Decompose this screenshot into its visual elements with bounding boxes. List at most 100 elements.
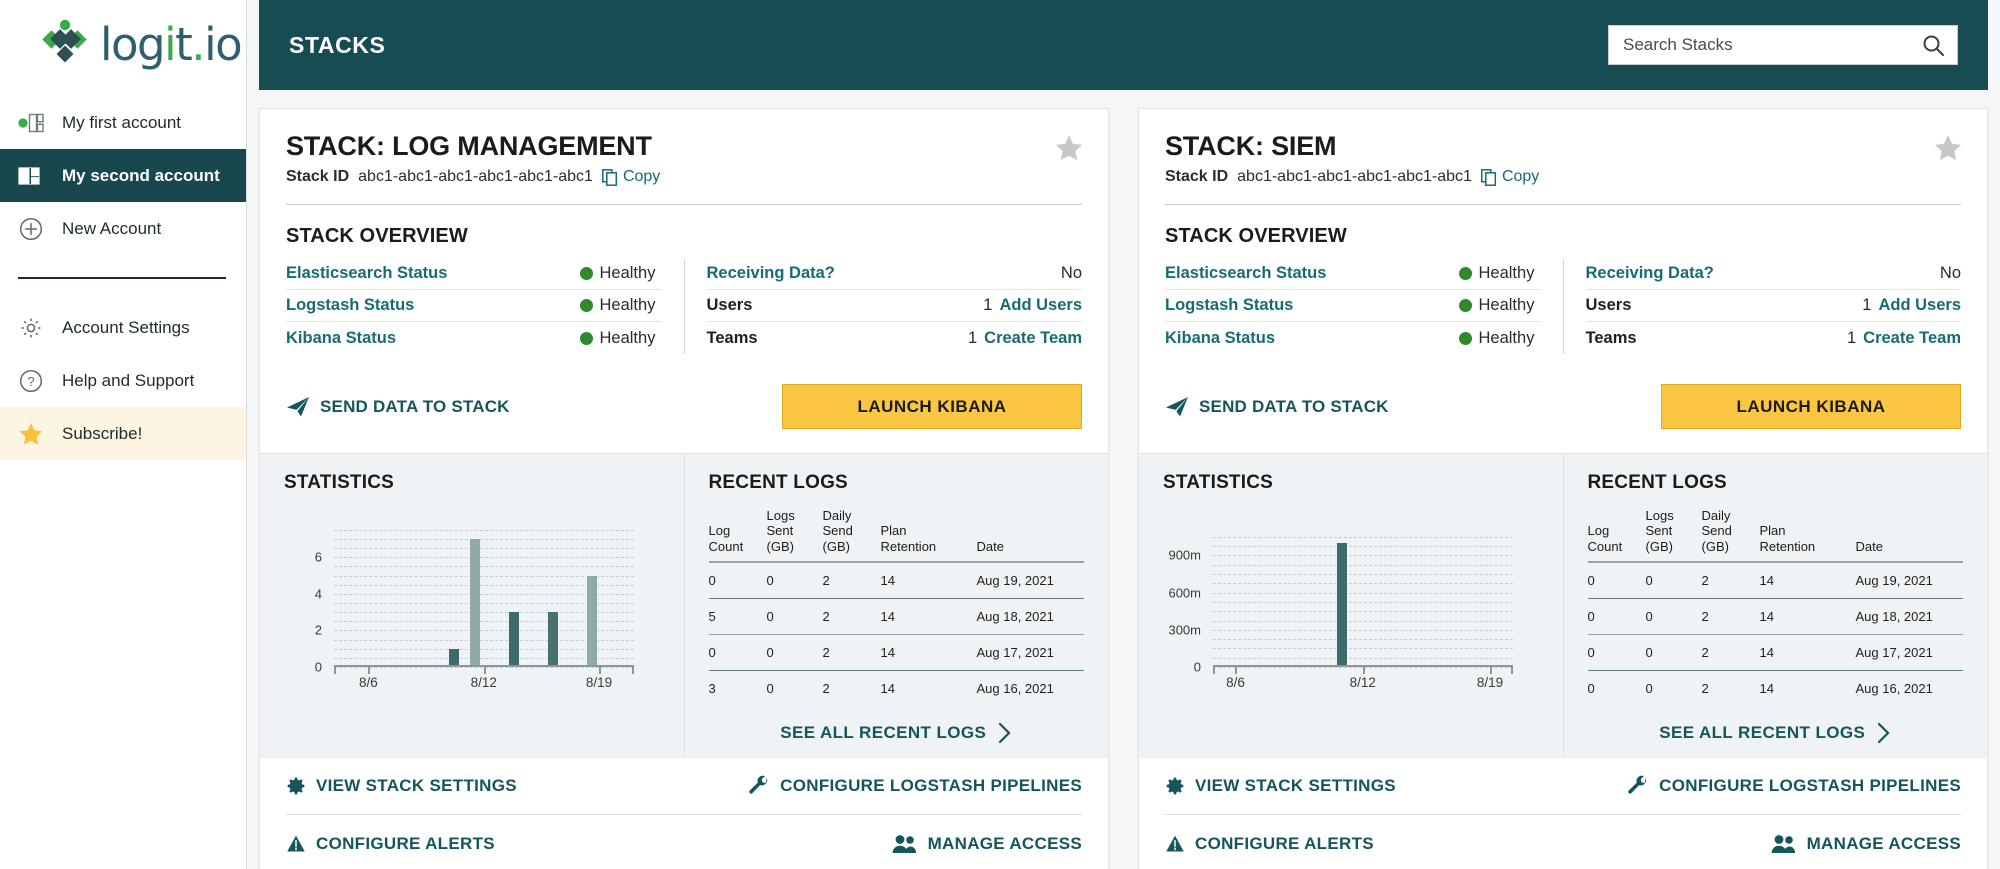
stack-card: STACK: SIEM Stack ID abc1-abc1-abc1-abc1… (1138, 108, 1988, 869)
favorite-star-button[interactable] (1933, 133, 1963, 163)
table-header-row: Log Count Logs Sent (GB) Daily Send (GB) Plan Ret… (708, 508, 1084, 563)
manage-access-link[interactable]: MANAGE ACCESS (1771, 834, 1961, 854)
sidebar-item-my-second-account[interactable]: My second account (0, 149, 246, 202)
sidebar-item-subscribe[interactable]: Subscribe! (0, 407, 246, 460)
brand-logo[interactable]: logit.io (0, 0, 246, 96)
chart-y-tick-label: 4 (314, 586, 322, 602)
configure-logstash-pipelines-link[interactable]: CONFIGURE LOGSTASH PIPELINES (1627, 775, 1961, 797)
card-divider (1165, 204, 1961, 206)
chart-gridline (1213, 536, 1513, 538)
status-dot-icon (1458, 267, 1472, 281)
table-cell-date: Aug 17, 2021 (1855, 634, 1963, 672)
favorite-star-button[interactable] (1054, 133, 1084, 163)
kibana-status-label: Kibana Status (1165, 328, 1276, 347)
overview-left-column: Elasticsearch Status Healthy Logstash St… (1165, 258, 1564, 355)
receiving-data-value: No (1060, 264, 1082, 283)
search-stacks-box[interactable] (1608, 25, 1958, 65)
add-users-link[interactable]: Add Users (1878, 296, 1961, 315)
chart-y-tick-label: 900m (1168, 547, 1201, 563)
chart-bar (587, 575, 598, 668)
users-icon (892, 834, 918, 854)
teams-value: 1 Create Team (968, 329, 1082, 348)
teams-label: Teams (1585, 328, 1637, 347)
account-icon (18, 110, 44, 136)
copy-stack-id-button[interactable]: Copy (602, 168, 660, 186)
table-cell-log-count: 3 (708, 681, 716, 697)
configure-logstash-pipelines-link[interactable]: CONFIGURE LOGSTASH PIPELINES (748, 775, 1082, 797)
chart-gridline (334, 648, 634, 650)
chart-gridlines (1213, 528, 1513, 669)
table-cell-retention: 14 (1759, 598, 1856, 636)
see-all-label: SEE ALL RECENT LOGS (780, 723, 987, 743)
chart-gridline (1213, 611, 1513, 613)
search-input[interactable] (1623, 35, 1903, 55)
recent-logs-panel: RECENT LOGS Log Count Logs Sent (GB) Daily Sen… (685, 454, 1109, 758)
send-data-to-stack-button[interactable]: SEND DATA TO STACK (286, 396, 510, 418)
chart-gridline (1213, 555, 1513, 557)
overview-row-receiving-data: Receiving Data? No (706, 258, 1082, 291)
chart-x-tick (368, 667, 371, 675)
footer-row-2: CONFIGURE ALERTS MANAGE ACCESS (1165, 815, 1961, 869)
card-actions-row: SEND DATA TO STACK LAUNCH KIBANA (286, 384, 1082, 453)
stack-id-value: abc1-abc1-abc1-abc1-abc1-abc1 (358, 168, 593, 186)
sidebar-item-account-settings[interactable]: Account Settings (0, 301, 246, 354)
plus-circle-icon (18, 216, 44, 242)
table-row: 0 0 2 14 Aug 17, 2021 (1587, 634, 1963, 672)
configure-logstash-label: CONFIGURE LOGSTASH PIPELINES (1659, 776, 1961, 796)
view-stack-settings-link[interactable]: VIEW STACK SETTINGS (1165, 776, 1396, 796)
copy-label: Copy (622, 168, 661, 186)
sidebar-item-help-and-support[interactable]: ? Help and Support (0, 354, 246, 407)
search-icon[interactable] (1921, 33, 1945, 57)
table-cell-logs-sent: 0 (766, 634, 823, 672)
chart-y-tick-label: 6 (314, 549, 322, 565)
elasticsearch-status-label: Elasticsearch Status (1165, 264, 1327, 283)
table-cell-daily-send: 2 (822, 681, 830, 697)
configure-alerts-link[interactable]: CONFIGURE ALERTS (286, 834, 495, 854)
sidebar-item-label: Help and Support (62, 370, 195, 390)
chart-plot-area (334, 528, 634, 669)
chart-gridline (1213, 583, 1513, 585)
sidebar-item-my-first-account[interactable]: My first account (0, 96, 246, 149)
receiving-data-value: No (1939, 264, 1961, 283)
table-cell-daily-send: 2 (822, 562, 881, 600)
view-stack-settings-link[interactable]: VIEW STACK SETTINGS (286, 776, 517, 796)
add-users-link[interactable]: Add Users (999, 296, 1082, 315)
table-cell-date: Aug 17, 2021 (976, 634, 1084, 672)
see-all-recent-logs-link[interactable]: SEE ALL RECENT LOGS (1588, 722, 1964, 744)
chart-gridline (1213, 546, 1513, 548)
chart-gridline (334, 575, 634, 577)
card-footer: VIEW STACK SETTINGS CONFIGURE LOGSTASH P… (260, 758, 1108, 869)
see-all-recent-logs-link[interactable]: SEE ALL RECENT LOGS (709, 722, 1085, 744)
configure-alerts-link[interactable]: CONFIGURE ALERTS (1165, 834, 1374, 854)
wrench-icon (1627, 775, 1649, 797)
gear-icon (286, 776, 306, 796)
overview-right-column: Receiving Data? No Users 1 Add Users (685, 258, 1082, 354)
configure-alerts-label: CONFIGURE ALERTS (1195, 833, 1374, 853)
create-team-link[interactable]: Create Team (984, 328, 1082, 347)
account-icon (18, 163, 44, 189)
card-divider (286, 204, 1082, 206)
table-cell-date: Aug 16, 2021 (976, 681, 1054, 697)
create-team-link[interactable]: Create Team (1863, 328, 1961, 347)
launch-kibana-button[interactable]: LAUNCH KIBANA (1661, 384, 1961, 430)
table-cell-log-count: 0 (708, 562, 767, 600)
card-header: STACK: LOG MANAGEMENT Stack ID abc1-abc1… (260, 109, 1108, 453)
sidebar-item-new-account[interactable]: New Account (0, 202, 246, 255)
svg-text:?: ? (27, 374, 34, 389)
copy-label: Copy (1501, 168, 1540, 186)
manage-access-link[interactable]: MANAGE ACCESS (892, 834, 1082, 854)
table-header-cell: Date (976, 538, 1004, 554)
launch-kibana-button[interactable]: LAUNCH KIBANA (782, 384, 1082, 430)
chevron-right-icon (998, 722, 1012, 744)
users-value: 1 Add Users (983, 296, 1082, 315)
chart-y-tick-label: 300m (1168, 622, 1201, 638)
copy-stack-id-button[interactable]: Copy (1481, 168, 1539, 186)
chart-x-tick (1490, 667, 1493, 675)
elasticsearch-status-value: Healthy (579, 264, 662, 283)
table-cell-date: Aug 16, 2021 (1855, 681, 1933, 697)
overview-row-kibana: Kibana Status Healthy (1165, 322, 1541, 354)
send-data-to-stack-button[interactable]: SEND DATA TO STACK (1165, 396, 1389, 418)
stack-id-row: Stack ID abc1-abc1-abc1-abc1-abc1-abc1 C… (286, 168, 1082, 186)
